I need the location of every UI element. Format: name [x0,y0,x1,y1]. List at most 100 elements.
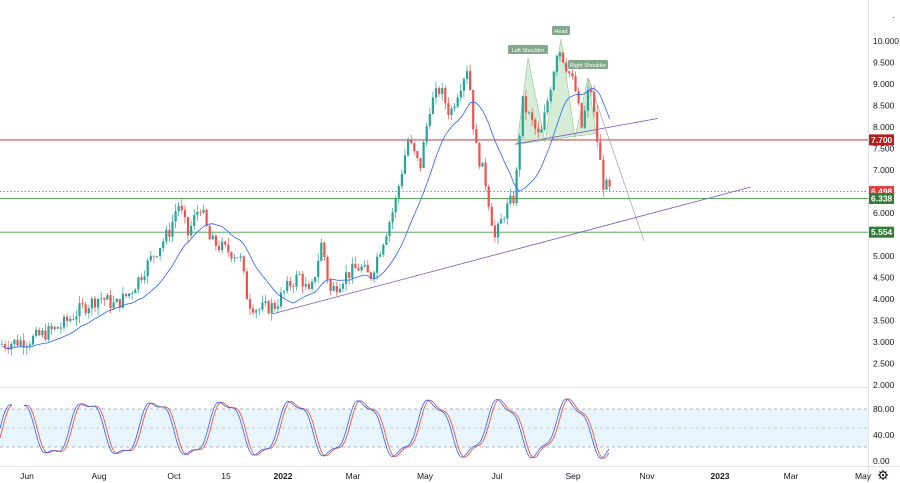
candle-body [490,206,493,226]
candle-body [348,272,351,278]
candle-body [47,326,50,340]
candle-body [434,88,438,98]
candle-body [230,252,233,259]
pattern-labels: Left Shoulder Head Right Shoulder [508,26,608,69]
candle-body [261,302,264,310]
candle-body [400,173,403,187]
gear-icon[interactable] [878,470,888,480]
candle-body [199,212,202,213]
ma-line[interactable] [1,88,610,350]
candle-body [22,340,25,348]
candle-body [465,71,469,80]
time-tick-label: May [417,471,434,481]
time-axis[interactable]: Jun Aug Oct 15 2022 Mar May Jul Sep Nov 2023 Mar May [20,471,872,481]
candle-body [469,71,472,91]
candle-body [44,330,47,340]
candle-body [273,302,276,309]
candle-body [301,274,304,287]
candle-body [124,293,128,297]
candle-body [171,221,174,237]
candle-body [84,304,87,314]
price-badge [869,192,894,204]
candle-body [258,309,261,311]
candle-body [515,169,518,203]
candle-body [149,255,152,261]
candle-body [555,56,558,72]
candle-body [35,329,38,336]
candle-body [329,279,332,291]
price-tick-label: 8.500 [873,101,895,111]
candle-body [369,272,372,279]
candle-body [90,298,93,309]
candle-body [345,272,348,284]
candle-body [183,210,186,218]
candle-body [407,140,410,156]
candle-body [422,142,425,168]
candle-body [233,257,236,259]
candle-body [410,140,413,144]
candle-body [66,316,69,321]
candle-body [428,114,431,127]
support-trendline[interactable] [271,186,751,315]
pattern-label-box [568,60,608,69]
pattern-label-box [552,26,570,35]
projection-line[interactable] [587,77,645,242]
candle-body [372,272,376,279]
candle-body [413,143,416,152]
price-tick-label: 9.500 [873,58,895,68]
pattern-label-box [508,45,548,54]
neckline[interactable] [514,118,659,145]
price-badge [869,226,894,238]
stoch-tick-label: 80.00 [873,404,895,414]
stoch-axis[interactable]: 80.00 40.00 0.00 [873,404,895,466]
candle-body [459,90,462,98]
stoch-k-line[interactable] [0,398,610,459]
axis-scroll-marker: · [892,12,895,22]
candle-body [264,301,267,303]
candle-body [472,90,475,130]
candle-body [506,203,509,219]
pattern-area[interactable] [516,38,597,145]
candle-body [382,244,385,255]
time-tick-label: May [855,471,872,481]
time-tick-label: 2022 [274,471,293,481]
candle-body [87,308,90,314]
candle-body [7,347,10,350]
candle-body [211,235,214,240]
candle-body [292,286,295,287]
candle-body [583,110,586,128]
candle-body [487,186,490,207]
price-tick-label: 7.500 [873,144,895,154]
candle-body [314,276,317,282]
candle-body [317,260,320,277]
candle-body [69,318,72,321]
candle-body [180,205,183,211]
candle-body [360,266,363,271]
candle-body [599,141,602,160]
candle-body [267,301,270,314]
candle-body [546,101,549,113]
candle-body [205,209,208,226]
candle-body [447,103,450,115]
candle-body [357,268,360,271]
candle-body [137,277,140,290]
candle-body [577,91,580,104]
candle-body [81,303,84,305]
candle-body [227,244,230,253]
candle-body [236,257,239,259]
price-tick-label: 10.000 [873,36,899,46]
stoch-tick-label: 0.00 [873,456,890,466]
candle-body [475,129,478,144]
stoch-d-line[interactable] [0,398,610,459]
time-tick-label: 2023 [711,471,730,481]
candle-body [416,151,419,158]
candle-body [186,217,190,236]
candle-body [503,218,506,220]
candle-body [224,241,227,245]
candle-body [193,215,196,226]
pattern-label: Left Shoulder [512,48,545,54]
candle-body [500,219,503,224]
